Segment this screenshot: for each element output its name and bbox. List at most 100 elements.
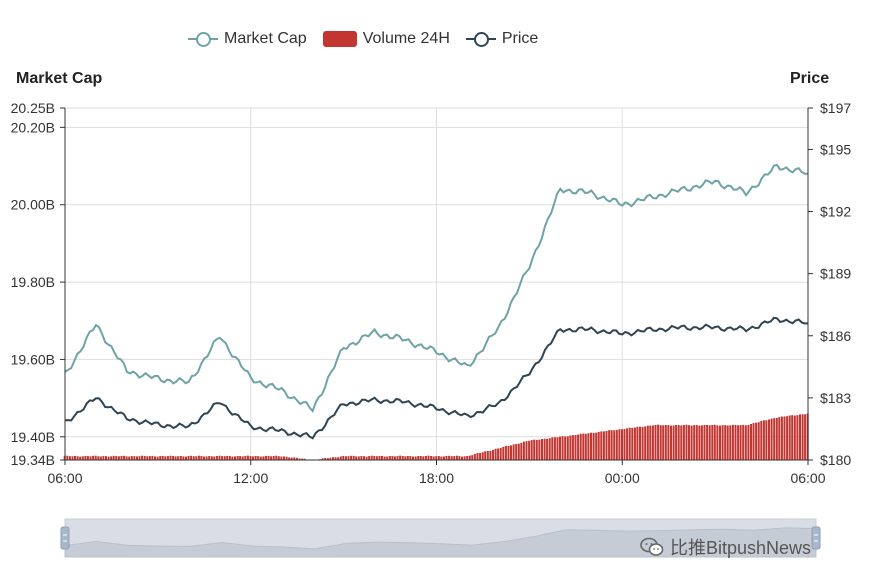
volume-bar <box>597 431 600 460</box>
volume-bar <box>401 456 404 460</box>
volume-bar <box>546 438 549 460</box>
volume-bar <box>192 456 195 460</box>
volume-bar <box>249 456 252 460</box>
volume-bar <box>747 425 750 460</box>
volume-bar <box>706 425 709 460</box>
left-tick-label: 20.20B <box>11 119 55 135</box>
legend-item-volume[interactable]: Volume 24H <box>322 30 450 48</box>
volume-bar <box>437 456 440 460</box>
volume-bar <box>355 456 358 460</box>
volume-bar <box>381 455 383 460</box>
volume-bar <box>92 455 95 460</box>
volume-bar <box>463 456 466 460</box>
legend-label-market-cap: Market Cap <box>224 30 307 47</box>
volume-bar <box>566 436 569 460</box>
volume-bar <box>141 455 144 460</box>
volume-bar <box>86 456 89 460</box>
volume-bar <box>654 425 657 460</box>
volume-bar <box>744 425 747 460</box>
volume-bar <box>757 422 760 460</box>
volume-bar <box>471 455 474 460</box>
volume-bar <box>419 456 422 460</box>
volume-bar <box>770 418 773 460</box>
volume-bar <box>455 455 458 460</box>
wechat-icon <box>640 537 664 557</box>
right-tick-label: $186 <box>820 328 851 344</box>
volume-bar <box>177 456 180 460</box>
volume-bar <box>241 456 244 460</box>
volume-bar <box>378 455 381 460</box>
volume-bar <box>117 456 120 460</box>
volume-bar <box>473 453 476 460</box>
volume-bar <box>657 424 660 460</box>
volume-bar <box>303 458 306 460</box>
legend-item-price[interactable]: Price <box>465 30 538 48</box>
legend-item-market-cap[interactable]: Market Cap <box>188 30 307 48</box>
volume-bar <box>675 425 678 460</box>
volume-bar <box>608 430 611 460</box>
volume-bar <box>584 433 587 460</box>
volume-bar <box>633 427 636 460</box>
volume-bar <box>125 456 128 460</box>
volume-bar <box>272 456 275 460</box>
volume-bar <box>639 426 641 460</box>
volume-bar <box>698 425 701 460</box>
volume-bar <box>246 455 249 460</box>
data-zoom-slider[interactable] <box>60 518 821 558</box>
volume-bar <box>783 416 786 460</box>
volume-bar <box>577 434 580 460</box>
volume-bar <box>504 446 507 460</box>
volume-bar <box>197 455 200 460</box>
volume-bar <box>502 446 505 460</box>
volume-bar <box>200 456 203 460</box>
volume-bar <box>143 455 146 460</box>
watermark-text: 比推BitpushNews <box>670 538 812 558</box>
volume-bar <box>602 431 605 460</box>
volume-bar <box>695 425 698 460</box>
volume-bar <box>510 445 512 460</box>
price-legend-icon <box>465 32 496 47</box>
volume-bar <box>708 425 711 460</box>
x-tick-label: 18:00 <box>419 470 454 486</box>
volume-bar <box>574 435 577 460</box>
market-cap-series-line[interactable] <box>64 163 809 413</box>
volume-bar <box>290 457 293 460</box>
volume-bar <box>615 429 618 460</box>
volume-bar <box>765 420 768 460</box>
volume-bar <box>396 456 399 460</box>
volume-bar <box>264 455 267 460</box>
volume-bar <box>130 456 133 460</box>
volume-bar <box>672 425 675 460</box>
volume-bar <box>391 456 394 460</box>
volume-bar <box>203 456 205 460</box>
volume-bar <box>664 425 667 460</box>
axes <box>60 107 813 465</box>
volume-bar <box>257 456 260 460</box>
volume-bar <box>324 458 327 460</box>
volume-bar <box>295 457 298 460</box>
volume-bar <box>205 456 208 460</box>
slider-handle-left[interactable] <box>60 526 70 550</box>
volume-bar <box>458 456 461 460</box>
volume-bar <box>468 455 471 460</box>
volume-bar <box>386 456 389 460</box>
volume-bar <box>422 456 425 460</box>
slider-handle-right[interactable] <box>811 526 821 550</box>
volume-bar <box>682 425 685 460</box>
volume-bar <box>680 425 683 460</box>
volume-bar <box>138 456 141 460</box>
volume-bar <box>334 457 337 460</box>
volume-bar <box>641 426 644 460</box>
volume-bar <box>778 417 781 460</box>
left-tick-label: 19.60B <box>11 351 55 367</box>
volume-bar <box>685 424 688 460</box>
volume-bar <box>417 456 420 460</box>
volume-bar <box>535 439 538 460</box>
volume-bar <box>277 456 280 460</box>
volume-bar <box>646 425 649 460</box>
price-series-line[interactable] <box>64 316 809 440</box>
volume-bar <box>479 453 482 460</box>
right-tick-label: $192 <box>820 204 851 220</box>
volume-bar <box>259 456 262 460</box>
volume-bar <box>760 420 763 460</box>
